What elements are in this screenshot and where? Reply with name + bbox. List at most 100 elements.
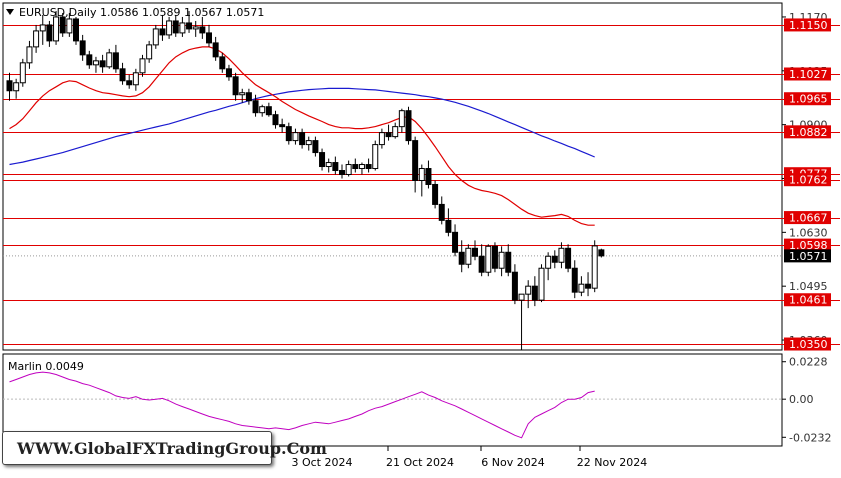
candle-79 bbox=[531, 276, 538, 307]
level-tag-label-2: 1.0965 bbox=[789, 93, 828, 106]
candle-body-12 bbox=[86, 54, 93, 66]
osc-tick-label-0: 0.0228 bbox=[789, 356, 828, 369]
candle-0 bbox=[6, 72, 13, 101]
candle-body-63 bbox=[425, 168, 432, 185]
candle-body-45 bbox=[305, 140, 312, 146]
candle-body-8 bbox=[59, 16, 66, 34]
candle-body-15 bbox=[106, 52, 113, 68]
candle-81 bbox=[545, 252, 552, 281]
candle-64 bbox=[432, 180, 439, 209]
candle-62 bbox=[418, 164, 425, 197]
candle-body-61 bbox=[412, 140, 419, 181]
candle-body-21 bbox=[146, 44, 153, 60]
candle-body-79 bbox=[531, 285, 538, 301]
candle-54 bbox=[365, 158, 372, 173]
candle-40 bbox=[272, 110, 279, 129]
level-tag-label-7: 1.0598 bbox=[789, 239, 828, 252]
candle-84 bbox=[565, 244, 572, 273]
candle-body-3 bbox=[26, 46, 33, 64]
candle-body-53 bbox=[358, 164, 365, 170]
candle-body-0 bbox=[6, 80, 13, 92]
candle-body-43 bbox=[292, 132, 299, 142]
level-tag-bg-8 bbox=[784, 293, 831, 307]
candle-body-37 bbox=[252, 100, 259, 114]
candle-74 bbox=[498, 246, 505, 277]
candle-body-85 bbox=[571, 267, 578, 293]
time-tick-label-2: 6 Nov 2024 bbox=[481, 456, 544, 469]
candle-20 bbox=[139, 54, 146, 77]
watermark-logo: WWW.GlobalFXTradingGroup.Com bbox=[2, 431, 327, 465]
slow-moving-average-line bbox=[9, 87, 595, 166]
candle-25 bbox=[172, 14, 179, 37]
candle-35 bbox=[239, 88, 246, 103]
candle-body-84 bbox=[565, 247, 572, 269]
candle-59 bbox=[398, 108, 405, 133]
level-tag-bg-6 bbox=[784, 211, 831, 225]
candle-43 bbox=[292, 128, 299, 145]
candle-body-76 bbox=[511, 271, 518, 301]
candle-body-34 bbox=[232, 76, 239, 96]
candle-17 bbox=[119, 62, 126, 85]
candle-body-40 bbox=[272, 114, 279, 126]
symbol-ohlc-label: EURUSD,Daily 1.0586 1.0589 1.0567 1.0571 bbox=[19, 6, 264, 19]
main-chart-area[interactable] bbox=[2, 2, 783, 351]
level-tag-label-8: 1.0461 bbox=[789, 294, 828, 307]
candle-85 bbox=[571, 260, 578, 299]
candle-body-73 bbox=[491, 245, 498, 269]
moving-averages bbox=[9, 46, 595, 226]
candle-65 bbox=[438, 196, 445, 225]
candle-27 bbox=[186, 10, 193, 33]
candle-body-52 bbox=[352, 164, 359, 170]
candle-45 bbox=[305, 136, 312, 151]
candle-body-49 bbox=[332, 162, 339, 172]
level-tag-label-5: 1.0762 bbox=[789, 174, 828, 187]
level-tag-bg-1 bbox=[784, 67, 831, 81]
candle-body-9 bbox=[66, 18, 73, 34]
current-price-tag-label: 1.0571 bbox=[789, 250, 828, 263]
candle-1 bbox=[13, 78, 20, 99]
candle-57 bbox=[385, 124, 392, 141]
candle-body-72 bbox=[485, 245, 492, 273]
candle-body-5 bbox=[39, 24, 46, 32]
candle-body-16 bbox=[112, 52, 119, 70]
level-tag-label-0: 1.1150 bbox=[789, 19, 828, 32]
candle-51 bbox=[345, 160, 352, 177]
candle-body-64 bbox=[432, 183, 439, 205]
candle-76 bbox=[511, 264, 518, 305]
candle-10 bbox=[73, 16, 79, 45]
candle-body-47 bbox=[319, 152, 326, 168]
candle-body-67 bbox=[452, 231, 459, 253]
candle-body-4 bbox=[33, 30, 40, 48]
candle-body-81 bbox=[545, 255, 552, 269]
candle-32 bbox=[219, 52, 226, 73]
candle-body-57 bbox=[385, 132, 392, 138]
candle-52 bbox=[352, 158, 359, 173]
oscillator-subwindow[interactable]: 0.0228 0.00 -0.0232 Marlin 0.0049 bbox=[2, 353, 831, 447]
time-tick-label-1: 21 Oct 2024 bbox=[386, 456, 454, 469]
candle-83 bbox=[558, 242, 565, 269]
candle-body-66 bbox=[445, 219, 452, 233]
candle-30 bbox=[206, 24, 212, 47]
candle-body-35 bbox=[239, 92, 246, 96]
candle-58 bbox=[392, 122, 399, 139]
candle-body-10 bbox=[73, 18, 79, 42]
candle-body-56 bbox=[378, 132, 385, 146]
candle-body-89 bbox=[598, 249, 605, 257]
candle-33 bbox=[225, 64, 232, 81]
candle-11 bbox=[79, 34, 86, 61]
candle-body-78 bbox=[525, 285, 532, 295]
candle-89 bbox=[598, 248, 605, 258]
candle-49 bbox=[332, 156, 339, 175]
candle-80 bbox=[538, 264, 545, 303]
candle-body-1 bbox=[13, 82, 20, 92]
level-tag-bg-7 bbox=[784, 238, 831, 252]
candle-46 bbox=[312, 136, 319, 157]
candle-body-19 bbox=[132, 72, 139, 86]
candle-56 bbox=[378, 128, 385, 149]
indicator-label: Marlin 0.0049 bbox=[8, 360, 84, 373]
candle-77 bbox=[518, 293, 525, 350]
time-tick-label-3: 22 Nov 2024 bbox=[577, 456, 647, 469]
candle-4 bbox=[33, 24, 40, 53]
candle-body-54 bbox=[365, 164, 372, 170]
